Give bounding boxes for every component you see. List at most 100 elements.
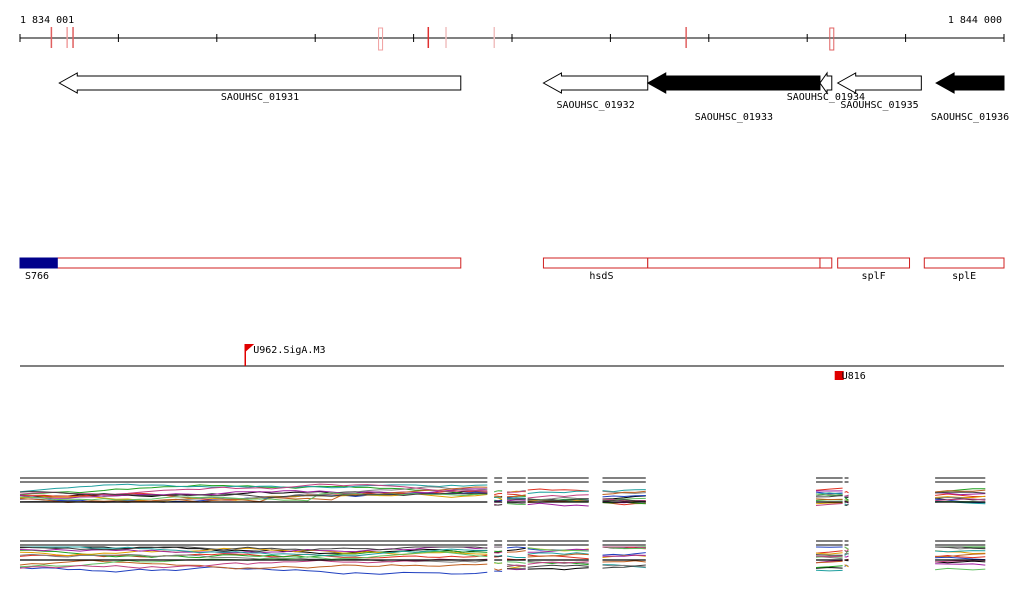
expr-profile-line — [602, 564, 646, 569]
gene-arrow — [819, 71, 833, 95]
expr-profile-line — [815, 550, 843, 554]
expr-profile-line — [19, 483, 488, 493]
expr-profile-line — [602, 495, 646, 500]
expr-profile-line — [602, 499, 646, 502]
expr-profile-line — [844, 503, 849, 507]
gene-arrow — [836, 72, 922, 94]
operon-label: hsdS — [589, 271, 613, 282]
expr-profile-line — [935, 493, 986, 497]
expr-profile-line — [602, 554, 646, 557]
ruler-mark-box — [378, 27, 384, 51]
expr-profile-line — [815, 552, 843, 555]
expr-profile-line — [19, 566, 488, 575]
expr-profile-line — [19, 558, 488, 569]
feature-track: U962.SigA.M3 U816 — [20, 344, 1004, 382]
gene-label: SAOUHSC_01936 — [931, 112, 1009, 123]
operon-segment — [819, 257, 833, 269]
gene-arrow — [646, 72, 821, 94]
expr-profile-line — [527, 567, 589, 571]
feature-flag — [245, 344, 255, 352]
expr-profile-line — [935, 491, 986, 494]
expr-profile-line — [935, 489, 986, 493]
expr-profile-line — [19, 546, 488, 554]
expr-profile-line — [844, 555, 849, 558]
expr-profile-line — [19, 559, 488, 570]
expr-profile-line — [844, 499, 849, 502]
expr-profile-line — [506, 497, 526, 500]
expr-profile-line — [602, 560, 646, 563]
expr-profile-line — [935, 492, 986, 496]
expr-profile-line — [506, 546, 526, 549]
expr-profile-line — [494, 568, 503, 571]
expr-profile-line — [527, 564, 589, 568]
expr-profile-line — [506, 547, 526, 552]
expr-profile-line — [527, 561, 589, 565]
expr-profile-line — [602, 552, 646, 556]
feature-box — [834, 371, 844, 380]
gene-label: SAOUHSC_01933 — [695, 112, 773, 123]
operon-segment — [837, 257, 911, 269]
gene-arrow — [935, 72, 1005, 94]
expression-tracks — [19, 477, 986, 575]
expr-profile-line — [935, 560, 986, 564]
expr-profile-line — [527, 547, 589, 552]
expr-profile-line — [506, 564, 526, 567]
operon-label: S766 — [25, 271, 49, 282]
ruler-start-label: 1 834 001 — [20, 15, 74, 26]
expr-profile-line — [527, 553, 589, 558]
feature-label: U962.SigA.M3 — [253, 345, 325, 356]
expr-profile-line — [844, 491, 849, 494]
gene-label: SAOUHSC_01934 — [787, 92, 865, 103]
expr-profile-line — [815, 565, 843, 568]
gene-label: SAOUHSC_01932 — [556, 100, 634, 111]
operon-track: S766 hsdS splF splE — [19, 257, 1005, 282]
ruler-mark-box — [829, 27, 835, 51]
expr-profile-line — [494, 555, 503, 558]
expr-profile-line — [506, 561, 526, 564]
expr-profile-line — [815, 494, 843, 498]
operon-segment — [647, 257, 821, 269]
expr-profile-line — [602, 546, 646, 550]
expr-profile-line — [527, 494, 589, 499]
expr-profile-line — [602, 489, 646, 493]
expr-profile-line — [935, 546, 986, 550]
expr-profile-line — [844, 546, 849, 550]
expr-profile-line — [935, 556, 986, 561]
expr-profile-line — [935, 550, 986, 553]
expr-profile-line — [506, 490, 526, 493]
ruler-marks — [50, 27, 835, 51]
expr-profile-line — [527, 498, 589, 502]
expr-profile-line — [602, 490, 646, 495]
expr-profile-line — [815, 555, 843, 558]
expr-profile-line — [494, 504, 503, 506]
expr-profile-line — [844, 564, 849, 568]
expr-profile-line — [815, 493, 843, 497]
expr-profile-line — [494, 490, 503, 493]
expr-profile-line — [19, 546, 488, 555]
expr-profile-line — [935, 498, 986, 502]
expr-profile-line — [935, 567, 986, 571]
expr-profile-line — [506, 499, 526, 502]
expr-profile-line — [935, 554, 986, 559]
expr-profile-line — [844, 494, 849, 497]
gene-arrow — [58, 72, 462, 94]
expr-profile-line — [815, 569, 843, 572]
expr-profile-line — [815, 560, 843, 564]
expr-profile-line — [844, 552, 849, 555]
expr-profile-line — [602, 564, 646, 568]
gene-track: SAOUHSC_01931 SAOUHSC_01932 SAOUHSC_01933 S… — [58, 71, 1009, 123]
expr-profile-line — [815, 498, 843, 501]
operon-segment — [923, 257, 1005, 269]
operon-segment — [542, 257, 649, 269]
expr-profile-line — [20, 546, 488, 557]
expr-profile-line — [815, 554, 843, 556]
coordinate-ruler: 1 834 001 1 844 000 — [19, 15, 1005, 42]
gene-label: SAOUHSC_01935 — [840, 100, 918, 111]
expr-profile-line — [19, 546, 488, 551]
operon-segment — [19, 257, 462, 269]
ruler-end-label: 1 844 000 — [948, 15, 1002, 26]
operon-label: splF — [862, 271, 886, 282]
expr-profile-line — [527, 490, 589, 494]
expr-profile-line — [19, 490, 488, 499]
